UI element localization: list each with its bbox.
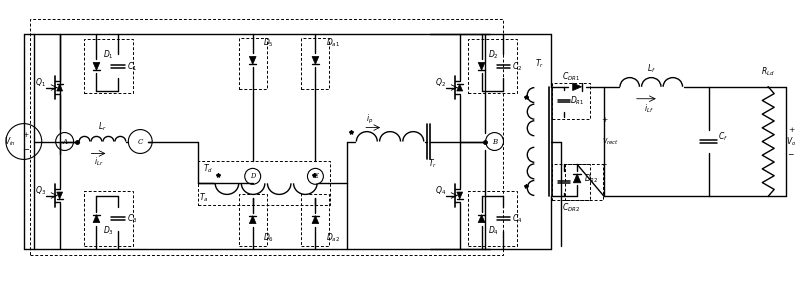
Text: $-$: $-$	[22, 145, 30, 152]
Polygon shape	[93, 62, 100, 70]
Polygon shape	[312, 216, 318, 223]
Polygon shape	[250, 216, 256, 223]
Polygon shape	[93, 215, 100, 223]
Text: $D_1$: $D_1$	[103, 48, 114, 61]
Polygon shape	[250, 56, 256, 65]
Text: D: D	[250, 172, 255, 180]
Text: +: +	[601, 115, 607, 124]
Text: +: +	[788, 126, 794, 134]
Bar	[238, 37, 266, 89]
Text: $D_{a1}$: $D_{a1}$	[326, 36, 340, 49]
Text: $i_{Lr}$: $i_{Lr}$	[94, 155, 103, 168]
Text: $i_{Lf}$: $i_{Lf}$	[644, 103, 654, 115]
Text: $C_{DR2}$: $C_{DR2}$	[562, 202, 580, 215]
Text: $C_2$: $C_2$	[512, 60, 522, 73]
Bar	[83, 39, 134, 93]
Text: $v_{rect}$: $v_{rect}$	[602, 136, 619, 147]
Bar	[302, 194, 330, 245]
Text: $C_f$: $C_f$	[718, 130, 728, 143]
Text: $D_{a2}$: $D_{a2}$	[326, 231, 340, 244]
Polygon shape	[57, 192, 62, 199]
Polygon shape	[478, 215, 485, 223]
Text: $T_r$: $T_r$	[428, 157, 438, 170]
Text: $Q_4$: $Q_4$	[435, 184, 446, 197]
Bar	[30, 19, 502, 255]
Text: $i_p$: $i_p$	[366, 113, 374, 126]
Bar	[468, 191, 518, 245]
Text: $Q_2$: $Q_2$	[435, 76, 446, 89]
Text: $Q_3$: $Q_3$	[35, 184, 46, 197]
Text: $C_1$: $C_1$	[127, 60, 138, 73]
Text: $T_r$: $T_r$	[534, 58, 544, 70]
Text: A: A	[62, 137, 67, 145]
Polygon shape	[312, 56, 318, 65]
Polygon shape	[478, 62, 485, 70]
Text: $L_r$: $L_r$	[98, 120, 107, 133]
Text: $L_f$: $L_f$	[647, 62, 656, 75]
Text: $V_o$: $V_o$	[786, 135, 796, 148]
Bar	[302, 37, 330, 89]
Bar	[552, 83, 590, 119]
Bar	[198, 161, 330, 205]
Text: $D_{R2}$: $D_{R2}$	[584, 172, 598, 185]
Text: $D_2$: $D_2$	[488, 48, 499, 61]
Text: $R_{Ld}$: $R_{Ld}$	[762, 66, 775, 78]
Polygon shape	[457, 84, 462, 91]
Text: $D_{R1}$: $D_{R1}$	[570, 94, 584, 107]
Text: $D_5$: $D_5$	[263, 36, 274, 49]
Text: $D_6$: $D_6$	[263, 231, 274, 244]
Polygon shape	[573, 83, 582, 91]
Bar	[83, 191, 134, 245]
Text: B: B	[492, 137, 497, 145]
Text: +: +	[22, 130, 29, 139]
Text: $-$: $-$	[787, 149, 795, 158]
Bar	[468, 39, 518, 93]
Text: $D_4$: $D_4$	[488, 224, 499, 237]
Text: $-$: $-$	[600, 159, 608, 167]
Text: $V_{in}$: $V_{in}$	[4, 135, 16, 148]
Text: $D_3$: $D_3$	[103, 224, 114, 237]
Text: $Q_1$: $Q_1$	[35, 76, 46, 89]
Text: $T_a$: $T_a$	[199, 192, 209, 204]
Bar	[552, 164, 590, 200]
Text: $C_{DR1}$: $C_{DR1}$	[562, 71, 580, 83]
Bar	[238, 194, 266, 245]
Text: E: E	[313, 172, 318, 180]
Polygon shape	[457, 192, 462, 199]
Bar	[565, 164, 603, 200]
Polygon shape	[57, 84, 62, 91]
Text: $C_4$: $C_4$	[512, 212, 522, 225]
Text: $C_3$: $C_3$	[127, 212, 138, 225]
Text: C: C	[138, 137, 143, 145]
Polygon shape	[574, 174, 581, 183]
Text: $T_d$: $T_d$	[203, 162, 213, 175]
